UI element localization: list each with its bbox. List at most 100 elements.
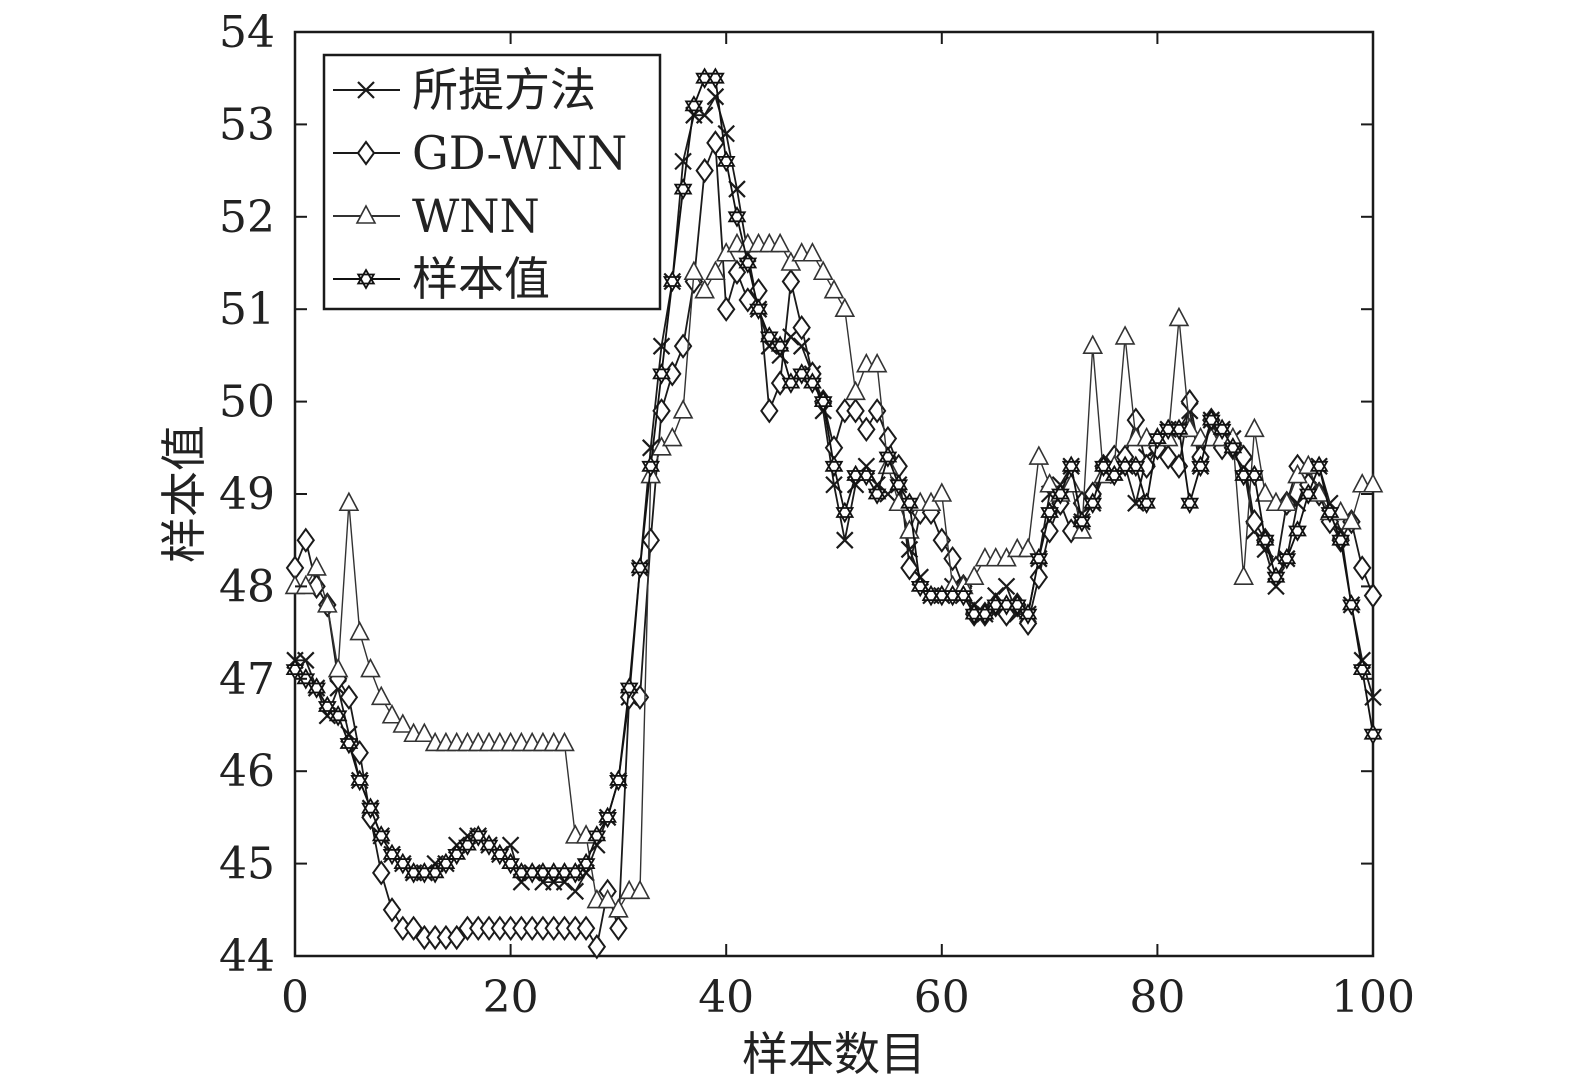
series-point — [706, 87, 725, 106]
series-point — [1212, 418, 1232, 441]
series-point — [1191, 455, 1210, 478]
series-point — [673, 178, 693, 200]
series-point — [361, 797, 380, 819]
series-point — [856, 464, 876, 487]
series-point — [749, 298, 768, 320]
series-point — [867, 483, 887, 505]
series-3 — [284, 232, 1384, 918]
series-point — [1223, 437, 1243, 459]
y-tick-label: 47 — [219, 654, 275, 705]
series-point — [1244, 417, 1265, 438]
series-4 — [285, 67, 1383, 884]
series-point — [769, 232, 791, 253]
series-point — [630, 557, 650, 579]
series-point — [1082, 334, 1104, 354]
series-point — [392, 713, 414, 733]
series-point — [1341, 510, 1362, 530]
series-point — [371, 825, 391, 847]
series-point — [683, 260, 705, 281]
series-point — [381, 704, 403, 724]
series-point — [360, 657, 381, 678]
legend-item: GD-WNN — [333, 126, 627, 180]
series-point — [317, 593, 338, 613]
series-point — [1040, 501, 1059, 524]
series-point — [1137, 492, 1156, 514]
legend-item: 所提方法 — [333, 63, 596, 117]
series-point — [414, 722, 435, 743]
series-point — [824, 455, 844, 478]
y-tick-label: 53 — [219, 99, 275, 150]
series-point — [554, 731, 575, 752]
y-tick-label: 48 — [219, 561, 275, 612]
series-point — [1363, 723, 1383, 745]
series-point — [1266, 566, 1286, 588]
legend-label: WNN — [412, 189, 540, 243]
series-point — [1298, 483, 1318, 505]
series-point — [587, 934, 607, 960]
series-point — [878, 446, 898, 468]
series-point — [296, 527, 316, 553]
series-point — [900, 492, 919, 514]
series-point — [652, 337, 671, 355]
series-point — [576, 852, 596, 875]
series-point — [1254, 482, 1276, 502]
series-point — [1342, 594, 1361, 616]
series-point — [404, 915, 423, 941]
series-point — [889, 474, 909, 496]
series-point — [857, 416, 876, 443]
series-point — [1233, 565, 1254, 585]
series-point — [1276, 491, 1298, 512]
series-point — [306, 556, 327, 576]
y-tick-label: 46 — [219, 746, 275, 797]
legend-marker — [356, 140, 376, 166]
legend-marker — [355, 204, 377, 224]
series-point — [1114, 325, 1136, 345]
series-point — [576, 915, 596, 941]
series-point — [338, 491, 360, 512]
series-point — [943, 545, 962, 572]
legend-item: WNN — [333, 189, 540, 243]
series-point — [835, 501, 855, 524]
series-point — [641, 527, 660, 553]
series-point — [738, 252, 758, 274]
series-point — [328, 705, 348, 727]
series-point — [652, 363, 671, 385]
series-point — [1158, 444, 1178, 470]
series-point — [1061, 455, 1081, 478]
series-point — [1288, 520, 1307, 542]
legend-label: GD-WNN — [412, 126, 627, 180]
series-point — [619, 677, 639, 699]
series-point — [706, 130, 725, 156]
series-point — [307, 677, 326, 699]
x-tick-label: 100 — [1331, 972, 1415, 1023]
series-point — [899, 519, 920, 539]
series-point — [694, 279, 715, 299]
series-point — [1363, 582, 1383, 609]
series-point — [1180, 388, 1199, 415]
series-point — [339, 732, 359, 755]
series-point — [695, 157, 714, 184]
series-point — [813, 390, 833, 413]
series-point — [382, 897, 402, 923]
series-point — [609, 769, 628, 792]
y-tick-label: 49 — [219, 469, 275, 520]
series-point — [706, 67, 725, 89]
series-point — [1072, 510, 1092, 533]
series-point — [900, 555, 919, 581]
series-point — [846, 398, 865, 424]
series-point — [295, 574, 317, 595]
series-point — [1028, 445, 1050, 465]
series-point — [1277, 547, 1297, 570]
legend-label: 样本值 — [412, 252, 550, 306]
series-point — [1039, 473, 1060, 493]
x-tick-label: 40 — [698, 972, 754, 1023]
series-point — [674, 152, 692, 171]
series-point — [997, 577, 1016, 596]
series-point — [728, 180, 746, 198]
series-point — [1255, 529, 1275, 551]
y-tick-label: 54 — [219, 7, 275, 58]
y-tick-label: 45 — [219, 839, 275, 890]
series-point — [327, 657, 349, 678]
x-tick-label: 60 — [914, 972, 970, 1023]
series-point — [1245, 509, 1264, 535]
